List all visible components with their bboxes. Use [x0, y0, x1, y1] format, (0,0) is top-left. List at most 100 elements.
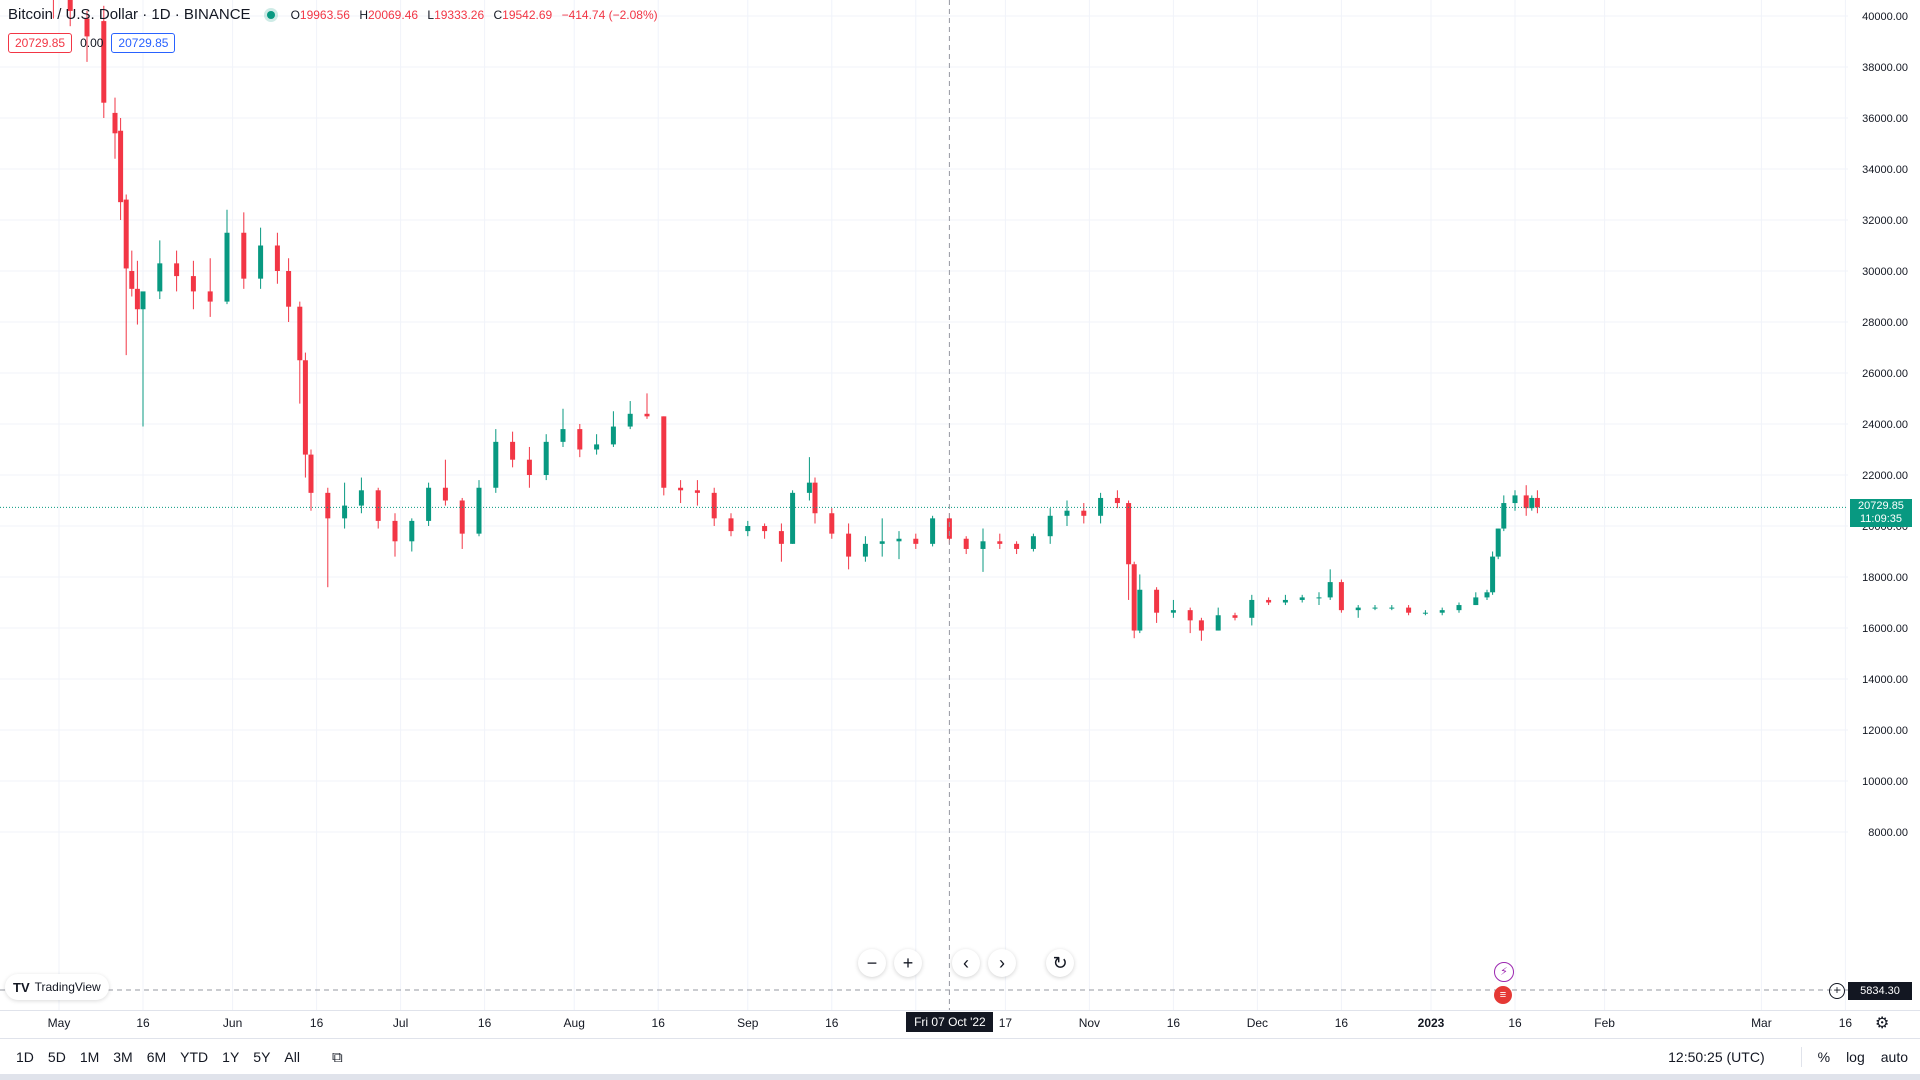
candle-body [778, 531, 784, 544]
low-value: 19333.26 [434, 7, 485, 22]
candle-body [392, 520, 398, 542]
x-tick-label: Sep [737, 1016, 759, 1030]
close-value: 19542.69 [502, 7, 553, 22]
candle-body [610, 426, 616, 445]
compare-icon[interactable]: ⧉ [331, 1048, 343, 1066]
settings-gear-icon[interactable]: ⚙ [1875, 1015, 1890, 1032]
candle-body [1389, 607, 1395, 609]
candle-body [1490, 556, 1496, 593]
x-tick-label: Nov [1079, 1016, 1100, 1030]
candle-body [1137, 589, 1143, 631]
candle-body [879, 541, 885, 544]
last-price-value: 20729.85 [1858, 500, 1904, 513]
ohlc-values: O19963.56 H20069.46 L19333.26 C19542.69 … [291, 8, 664, 22]
bottom-price-marker: 5834.30 [1848, 982, 1912, 1000]
candle-body [1512, 495, 1518, 504]
timeframe-1m[interactable]: 1M [79, 1049, 100, 1065]
timeframe-all[interactable]: All [284, 1049, 300, 1065]
auto-toggle[interactable]: auto [1880, 1049, 1908, 1065]
x-tick-label: 16 [1508, 1016, 1522, 1030]
candle-body [1170, 610, 1176, 613]
candle-body [1215, 615, 1221, 631]
candle-body [862, 543, 868, 557]
symbol-legend: Bitcoin / U.S. Dollar · 1D · BINANCE O19… [8, 6, 664, 23]
candle-body [123, 199, 129, 269]
x-tick-label: 16 [1167, 1016, 1181, 1030]
chart-overlays [0, 0, 1848, 1010]
bottom-toolbar: 1D 5D 1M 3M 6M YTD 1Y 5Y All ⧉ 12:50:25 … [0, 1038, 1920, 1075]
candle-body [297, 306, 303, 361]
candle-body [790, 492, 796, 544]
utc-clock[interactable]: 12:50:25 (UTC) [1668, 1049, 1765, 1065]
timeframe-1y[interactable]: 1Y [222, 1049, 240, 1065]
event-lightning-icon[interactable]: ⚡ [1494, 962, 1514, 982]
timeframe-5d[interactable]: 5D [47, 1049, 66, 1065]
candle-body [258, 245, 264, 279]
candle-body [286, 271, 292, 307]
candle-body [1473, 597, 1479, 606]
candle-body [1098, 497, 1104, 516]
reset-icon[interactable]: ↻ [1046, 949, 1074, 977]
change-value: −414.74 (−2.08%) [561, 7, 658, 22]
candle-body [1030, 536, 1036, 549]
buy-button[interactable]: 20729.85 [111, 33, 176, 53]
percent-toggle[interactable]: % [1817, 1049, 1831, 1065]
price-chart[interactable]: 44000.0042000.0040000.0038000.0036000.00… [0, 0, 1920, 1038]
timeframe-ytd[interactable]: YTD [180, 1049, 209, 1065]
log-toggle[interactable]: log [1846, 1049, 1865, 1065]
price-axis[interactable]: 44000.0042000.0040000.0038000.0036000.00… [1862, 0, 1908, 839]
candle-body [510, 441, 516, 460]
candle-body [302, 360, 308, 455]
candle-body [1131, 564, 1137, 631]
candle-body [1282, 599, 1288, 603]
y-tick-label: 38000.00 [1862, 62, 1908, 74]
y-tick-label: 10000.00 [1862, 776, 1908, 788]
candle-body [594, 444, 600, 450]
scroll-right-icon[interactable]: › [988, 949, 1016, 977]
x-tick-label: 16 [1839, 1016, 1853, 1030]
y-tick-label: 22000.00 [1862, 470, 1908, 482]
add-alert-icon[interactable]: + [1829, 983, 1845, 999]
x-tick-label: 16 [136, 1016, 150, 1030]
candle-body [1523, 495, 1529, 509]
candle-body [1014, 543, 1020, 549]
low-label: L [427, 7, 435, 22]
candle-body [174, 263, 180, 277]
zoom-out-icon[interactable]: − [858, 949, 886, 977]
y-tick-label: 8000.00 [1868, 827, 1908, 839]
candle-body [1355, 607, 1361, 611]
tradingview-logo[interactable]: TV TradingView [5, 974, 109, 1000]
candle-body [241, 232, 247, 279]
x-tick-label: 16 [652, 1016, 666, 1030]
timeframe-3m[interactable]: 3M [113, 1049, 133, 1065]
candlestick-series [52, 0, 1540, 641]
horizontal-scrollbar[interactable] [0, 1074, 1920, 1080]
high-label: H [359, 7, 368, 22]
candle-body [829, 513, 835, 534]
symbol-title[interactable]: Bitcoin / U.S. Dollar · 1D · BINANCE [8, 6, 251, 23]
candle-body [1495, 528, 1501, 557]
candle-body [1439, 610, 1445, 613]
y-tick-label: 18000.00 [1862, 572, 1908, 584]
candle-body [1338, 582, 1344, 611]
scroll-left-icon[interactable]: ‹ [952, 949, 980, 977]
timeframe-5y[interactable]: 5Y [253, 1049, 271, 1065]
candle-body [1529, 497, 1535, 509]
x-tick-label: 16 [310, 1016, 324, 1030]
x-tick-label: 2023 [1418, 1016, 1445, 1030]
trade-buttons: 20729.85 0.00 20729.85 [8, 33, 176, 53]
zoom-in-icon[interactable]: + [894, 949, 922, 977]
y-tick-label: 40000.00 [1862, 11, 1908, 23]
event-flag-icon[interactable]: ≡ [1494, 986, 1512, 1004]
candle-body [342, 505, 348, 519]
sell-button[interactable]: 20729.85 [8, 33, 73, 53]
timeframe-1d[interactable]: 1D [16, 1049, 34, 1065]
x-tick-label: 16 [825, 1016, 839, 1030]
candle-body [1114, 497, 1120, 504]
candle-body [129, 271, 135, 289]
candle-body [711, 492, 717, 519]
candle-body [913, 538, 919, 544]
candle-body [946, 518, 952, 539]
x-tick-label: Feb [1594, 1016, 1615, 1030]
timeframe-6m[interactable]: 6M [146, 1049, 167, 1065]
